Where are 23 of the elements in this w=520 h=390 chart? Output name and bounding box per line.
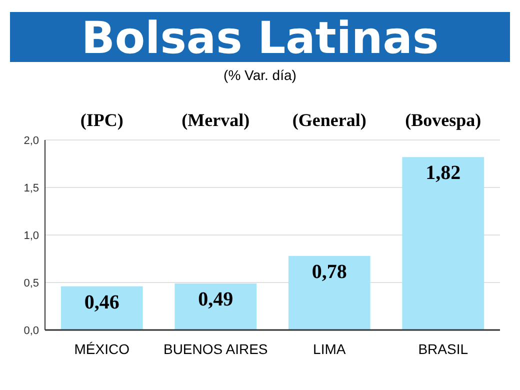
x-tick-label: BRASIL <box>418 341 468 357</box>
data-label: 0,78 <box>312 260 347 283</box>
data-label: 0,49 <box>198 288 234 310</box>
data-label: 1,82 <box>426 162 461 184</box>
y-tick-label: 1,5 <box>24 182 39 194</box>
x-tick-label: BUENOS AIRES <box>163 341 268 357</box>
bar <box>288 256 370 330</box>
chart-title: Bolsas Latinas <box>81 13 439 64</box>
text: (General) <box>292 110 366 130</box>
y-tick-label: 0,0 <box>24 324 39 337</box>
x-tick-label: LIMA <box>313 341 346 357</box>
chart-subtitle: (% Var. día) <box>224 67 296 83</box>
bar <box>402 157 484 330</box>
bar <box>60 286 143 330</box>
bar <box>174 283 257 330</box>
text: (Merval) <box>182 110 250 130</box>
text: (Bovespa) <box>405 110 482 130</box>
y-tick-label: 0,5 <box>24 277 39 290</box>
data-label: 0,46 <box>84 291 120 314</box>
x-tick-label: MÉXICO <box>74 341 130 357</box>
text: (IPC) <box>80 110 124 130</box>
y-tick-label: 2,0 <box>24 134 39 147</box>
y-tick-label: 1,0 <box>24 230 39 242</box>
